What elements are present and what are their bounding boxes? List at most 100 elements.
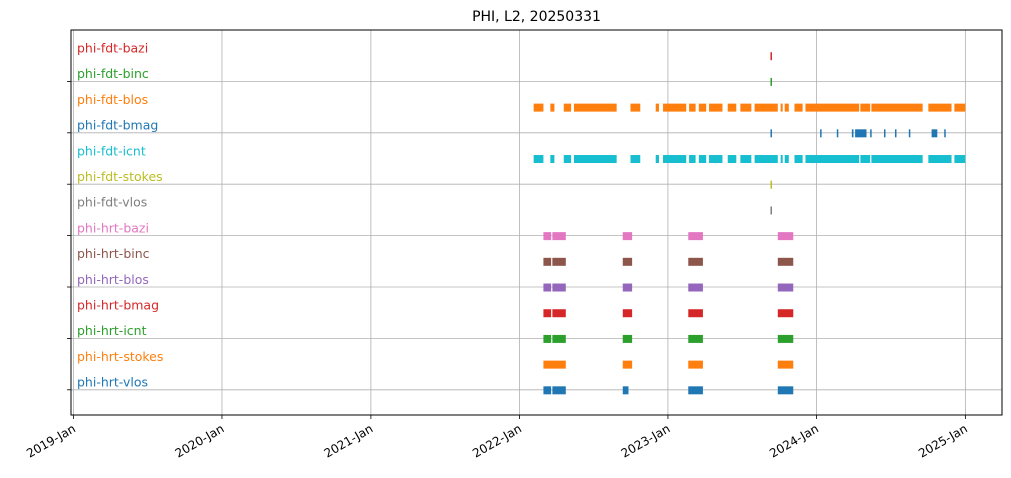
interval-bar <box>543 334 552 343</box>
interval-bar <box>908 129 911 138</box>
interval-bar <box>851 129 854 138</box>
interval-bar <box>770 77 772 86</box>
interval-bar <box>550 103 555 112</box>
interval-bar <box>543 386 552 395</box>
interval-bar <box>944 129 946 138</box>
axis-ticks: 2019-Jan 2020-Jan 2021-Jan 2022-Jan 2023-Jan… <box>24 81 970 461</box>
interval-bar <box>630 155 641 164</box>
series-label: phi-fdt-bazi <box>77 41 148 56</box>
interval-bar <box>784 155 789 164</box>
interval-bar <box>688 386 703 395</box>
interval-bar <box>622 360 633 369</box>
interval-bar <box>622 257 633 266</box>
interval-bar <box>777 334 794 343</box>
interval-bar <box>688 232 703 241</box>
interval-bar <box>770 129 772 138</box>
plot-frame <box>70 29 1003 416</box>
interval-bar <box>709 155 723 164</box>
interval-bar <box>563 155 572 164</box>
interval-bar <box>533 103 544 112</box>
interval-bar <box>688 257 703 266</box>
interval-bar <box>622 386 629 395</box>
interval-bar <box>928 155 952 164</box>
interval-bar <box>543 257 552 266</box>
series-label: phi-hrt-bmag <box>77 298 159 313</box>
series-label: phi-fdt-icnt <box>77 143 146 158</box>
x-tick-label: 2023-Jan <box>619 421 673 460</box>
interval-bar <box>543 232 552 241</box>
interval-bar <box>689 155 696 164</box>
interval-bar <box>777 309 794 318</box>
series-labels: phi-fdt-bazi phi-fdt-binc phi-fdt-blos phi-… <box>77 41 163 390</box>
interval-bar <box>552 334 566 343</box>
interval-bar <box>573 155 617 164</box>
interval-bar <box>805 103 860 112</box>
interval-bar <box>836 129 839 138</box>
interval-bar <box>622 283 633 292</box>
x-tick-label: 2021-Jan <box>322 421 376 460</box>
series-label: phi-fdt-vlos <box>77 195 147 210</box>
series-label: phi-fdt-bmag <box>77 118 158 133</box>
series-label: phi-fdt-binc <box>77 66 149 81</box>
interval-bar <box>663 155 687 164</box>
series-label: phi-hrt-icnt <box>77 323 147 338</box>
interval-bar <box>784 103 789 112</box>
interval-bar <box>870 129 872 138</box>
interval-bar <box>563 103 572 112</box>
series-bars <box>533 52 966 395</box>
grid-lines <box>71 30 1002 415</box>
interval-bar <box>777 232 794 241</box>
interval-bar <box>780 155 783 164</box>
interval-bar <box>820 129 822 138</box>
interval-bar <box>552 283 566 292</box>
interval-bar <box>894 129 897 138</box>
x-tick-label: 2022-Jan <box>470 421 524 460</box>
x-tick-label: 2020-Jan <box>173 421 227 460</box>
x-tick-label: 2025-Jan <box>916 421 970 460</box>
interval-bar <box>698 103 707 112</box>
interval-bar <box>709 103 723 112</box>
interval-bar <box>698 155 707 164</box>
interval-bar <box>552 309 566 318</box>
interval-bar <box>931 129 938 138</box>
interval-bar <box>543 360 566 369</box>
interval-bar <box>770 52 772 61</box>
interval-bar <box>928 103 952 112</box>
interval-bar <box>552 232 566 241</box>
interval-bar <box>871 103 923 112</box>
interval-bar <box>777 386 794 395</box>
interval-bar <box>805 155 860 164</box>
interval-bar <box>954 103 966 112</box>
series-label: phi-hrt-binc <box>77 246 150 261</box>
interval-bar <box>655 103 659 112</box>
interval-bar <box>688 283 703 292</box>
interval-bar <box>573 103 617 112</box>
interval-bar <box>552 386 566 395</box>
series-label: phi-hrt-bazi <box>77 220 149 235</box>
interval-bar <box>622 232 633 241</box>
x-tick-label: 2019-Jan <box>24 421 78 460</box>
interval-bar <box>727 155 737 164</box>
series-label: phi-fdt-stokes <box>77 169 163 184</box>
interval-bar <box>689 103 696 112</box>
series-label: phi-hrt-vlos <box>77 375 148 390</box>
interval-bar <box>533 155 544 164</box>
interval-bar <box>688 309 703 318</box>
interval-bar <box>883 129 886 138</box>
interval-bar <box>871 155 923 164</box>
interval-bar <box>630 103 641 112</box>
interval-bar <box>655 155 659 164</box>
chart-title: PHI, L2, 20250331 <box>472 9 601 25</box>
interval-bar <box>954 155 966 164</box>
interval-bar <box>794 103 803 112</box>
interval-bar <box>780 103 783 112</box>
interval-bar <box>550 155 555 164</box>
x-tick-label: 2024-Jan <box>767 421 821 460</box>
interval-bar <box>777 360 794 369</box>
interval-bar <box>740 155 752 164</box>
interval-bar <box>622 309 633 318</box>
interval-bar <box>552 257 566 266</box>
interval-bar <box>688 360 703 369</box>
interval-bar <box>543 283 552 292</box>
